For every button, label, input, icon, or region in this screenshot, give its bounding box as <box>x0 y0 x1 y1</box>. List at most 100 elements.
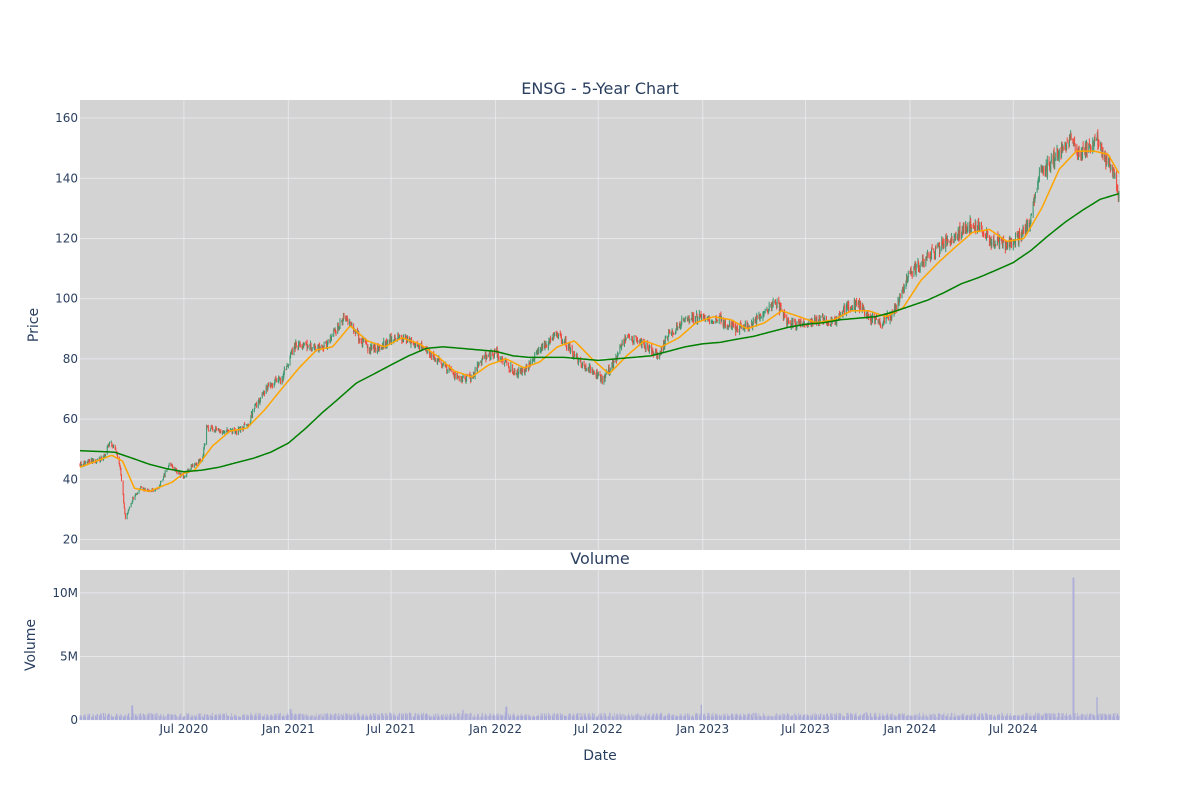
candle-body <box>480 360 482 364</box>
volume-bar <box>227 715 228 720</box>
candle-body <box>595 373 597 377</box>
volume-bar <box>541 715 542 720</box>
volume-y-tick-label: 5M <box>60 649 78 663</box>
volume-bar <box>1062 713 1064 720</box>
candle-body <box>560 336 562 342</box>
volume-bar <box>398 713 400 720</box>
candle-body <box>973 227 975 229</box>
candle-body <box>80 462 82 466</box>
candle-body <box>514 368 516 374</box>
candle-body <box>855 302 856 311</box>
volume-bar <box>140 713 142 720</box>
candle-body <box>568 345 570 349</box>
candle-body <box>1062 147 1064 150</box>
volume-bar <box>466 713 468 720</box>
candle-body <box>486 355 487 360</box>
candle-body <box>329 340 331 342</box>
volume-bar <box>502 715 503 720</box>
candle-body <box>310 344 312 349</box>
volume-bar <box>617 713 618 720</box>
volume-bar <box>142 713 144 720</box>
volume-bar <box>266 713 268 720</box>
candle-body <box>588 368 590 372</box>
candle-body <box>725 321 726 327</box>
candle-body <box>679 323 680 326</box>
volume-bar <box>135 714 137 720</box>
candle-body <box>907 276 909 282</box>
volume-bar <box>235 715 236 720</box>
volume-bar <box>609 712 611 720</box>
candle-body <box>803 321 805 325</box>
candle-body <box>170 464 172 466</box>
candle-body <box>1031 213 1032 216</box>
candle-body <box>585 369 587 371</box>
volume-bar <box>593 717 595 720</box>
candle-body <box>680 325 682 330</box>
volume-bar <box>294 713 296 720</box>
candle-body <box>124 508 126 514</box>
candle-body <box>441 364 443 366</box>
candle-body <box>755 317 757 324</box>
candle-body <box>117 454 118 458</box>
candle-body <box>521 369 523 375</box>
volume-bar <box>987 714 989 720</box>
volume-bar <box>907 715 909 720</box>
volume-bar <box>633 716 634 720</box>
candle-body <box>1041 166 1043 173</box>
volume-bar <box>239 716 241 720</box>
candle-body <box>132 497 134 500</box>
candle-body <box>675 331 676 335</box>
volume-bar <box>1081 714 1082 720</box>
candle-body <box>617 353 619 354</box>
volume-bar <box>586 717 587 720</box>
volume-bar <box>934 713 935 720</box>
candle-body <box>88 460 90 462</box>
volume-bar <box>377 716 379 720</box>
candle-body <box>906 278 908 282</box>
candle-body <box>510 364 512 372</box>
volume-bar <box>910 715 911 720</box>
volume-bar <box>605 714 607 720</box>
volume-bar <box>260 714 261 720</box>
volume-bar <box>843 716 844 720</box>
volume-bar <box>1034 714 1036 720</box>
candle-body <box>993 238 995 247</box>
candle-body <box>675 328 677 334</box>
volume-bar <box>704 714 706 720</box>
volume-bar <box>732 713 734 720</box>
volume-bar <box>1028 716 1030 720</box>
volume-bar <box>676 716 678 720</box>
volume-bar <box>914 715 915 720</box>
volume-bar <box>971 712 973 720</box>
volume-bar <box>737 714 738 720</box>
candle-body <box>721 317 722 321</box>
candle-body <box>135 494 137 496</box>
volume-bar <box>1061 716 1063 720</box>
candle-body <box>556 333 558 335</box>
volume-bar <box>232 716 234 720</box>
candle-body <box>982 233 984 236</box>
candle-body <box>548 340 550 345</box>
volume-bar <box>613 716 614 720</box>
volume-bar <box>398 717 399 720</box>
price-x-grid <box>183 100 1014 550</box>
candle-body <box>573 351 575 358</box>
candle-body <box>92 459 93 464</box>
volume-bar <box>286 714 288 720</box>
candle-body <box>245 424 247 426</box>
volume-bar <box>859 715 861 720</box>
price-y-tick-label: 160 <box>55 111 78 125</box>
volume-bar <box>432 716 434 720</box>
volume-bars[interactable] <box>79 577 1120 720</box>
candle-body <box>517 369 519 376</box>
volume-bar <box>404 713 406 720</box>
candle-body <box>768 310 770 313</box>
volume-bar <box>1070 716 1072 720</box>
candle-body <box>1090 146 1091 151</box>
candle-body <box>509 370 511 372</box>
volume-bar <box>937 717 939 720</box>
candle-body <box>918 268 920 270</box>
